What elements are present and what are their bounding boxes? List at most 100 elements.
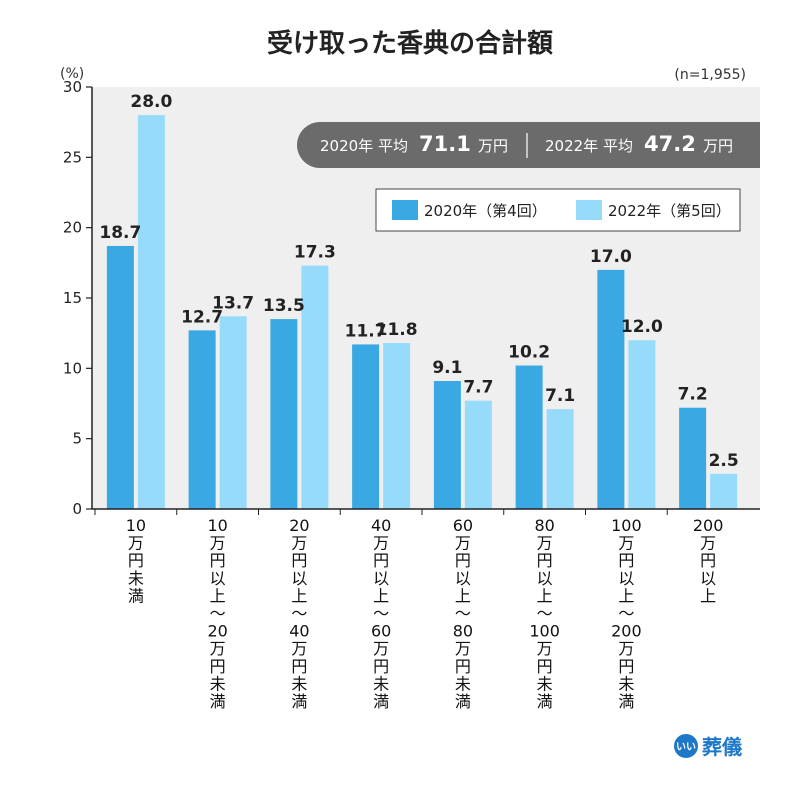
average-2020-value: 71.1	[419, 132, 471, 156]
category-label-part: 以	[618, 569, 634, 588]
y-tick-label: 25	[63, 148, 82, 166]
data-label: 28.0	[130, 92, 172, 112]
y-tick-label: 20	[63, 219, 82, 237]
category-label-part: 以	[373, 569, 389, 588]
category-label-part: 〜	[373, 604, 389, 623]
category-label-part: 未	[291, 674, 307, 693]
category-label-part: 万	[455, 534, 471, 553]
category-label-part: 200	[693, 516, 724, 535]
average-2022-label: 2022年 平均	[545, 137, 633, 155]
category-label-part: 上	[291, 586, 307, 605]
average-banner-shape	[297, 122, 760, 168]
brand-circle-text: いい	[676, 742, 696, 753]
data-label: 11.7	[345, 321, 387, 341]
bar-2020	[515, 365, 543, 509]
data-labels-layer: 18.7 28.0 12.713.7 13.5 17.3 11.711.8 9.17.7 10…	[99, 92, 738, 471]
category-label-part: 円	[373, 657, 389, 676]
category-label-part: 上	[210, 586, 226, 605]
category-label-part: 万	[210, 534, 226, 553]
y-tick-label: 15	[63, 289, 82, 307]
average-2022-unit: 万円	[703, 137, 733, 155]
category-label-part: 上	[455, 586, 471, 605]
category-label-part: 10	[126, 516, 146, 535]
y-tick-label: 5	[72, 430, 82, 448]
legend-box	[375, 188, 741, 232]
category-label-part: 20	[207, 622, 227, 641]
y-tick-label: 0	[72, 500, 82, 518]
bar-2022	[628, 340, 656, 509]
category-label-part: 万	[700, 534, 716, 553]
category-label-part: 上	[618, 586, 634, 605]
category-label-part: 100	[529, 622, 560, 641]
category-label-part: 円	[291, 657, 307, 676]
category-label-part: 円	[210, 551, 226, 570]
category-label-part: 以	[455, 569, 471, 588]
category-labels-layer: 10万円未満10万円以上〜20万円未満20万円以上〜40万円未満40万円以上〜6…	[126, 516, 724, 711]
category-label-part: 満	[291, 692, 307, 711]
data-label: 17.3	[294, 243, 336, 263]
category-label-part: 以	[537, 569, 553, 588]
data-label: 11.8	[376, 320, 418, 340]
category-label-part: 万	[210, 639, 226, 658]
category-label-part: 円	[537, 657, 553, 676]
bar-2020	[106, 245, 134, 509]
category-label-part: 20	[289, 516, 309, 535]
category-label-part: 未	[210, 674, 226, 693]
bar-2020	[188, 330, 216, 509]
category-label-part: 満	[537, 692, 553, 711]
category-label-part: 未	[455, 674, 471, 693]
category-label-part: 満	[210, 692, 226, 711]
data-label: 13.7	[212, 293, 254, 313]
category-label-part: 満	[618, 692, 634, 711]
average-2020-label: 2020年 平均	[320, 137, 408, 155]
legend-swatch-2020	[392, 200, 418, 220]
bar-2022	[137, 115, 165, 509]
y-tick-label: 30	[63, 78, 82, 96]
category-label-part: 満	[128, 586, 144, 605]
category-label-part: 満	[455, 692, 471, 711]
category-label-part: 円	[128, 551, 144, 570]
category-label-part: 万	[455, 639, 471, 658]
bar-2022	[546, 409, 574, 509]
category-label-part: 〜	[291, 604, 307, 623]
data-label: 7.1	[545, 386, 575, 406]
category-label-part: 40	[371, 516, 391, 535]
average-2022-value: 47.2	[644, 132, 696, 156]
data-label: 7.7	[463, 378, 493, 398]
data-label: 18.7	[99, 223, 141, 243]
data-label: 2.5	[709, 451, 739, 471]
y-axis-unit: (%)	[60, 66, 84, 82]
category-label-part: 〜	[455, 604, 471, 623]
bars-layer	[106, 115, 738, 509]
category-label-part: 上	[700, 586, 716, 605]
category-label-part: 円	[618, 551, 634, 570]
bar-2022	[464, 400, 492, 509]
bar-2020	[597, 269, 625, 509]
data-label: 9.1	[432, 358, 462, 378]
category-label-part: 40	[289, 622, 309, 641]
category-label-part: 万	[618, 639, 634, 658]
category-label-part: 万	[618, 534, 634, 553]
bar-2020	[270, 319, 298, 509]
category-label-part: 未	[373, 674, 389, 693]
data-label: 12.7	[181, 307, 223, 327]
category-label-part: 満	[373, 692, 389, 711]
category-label-part: 以	[210, 569, 226, 588]
category-label-part: 10	[207, 516, 227, 535]
data-label: 12.0	[621, 317, 663, 337]
brand-logo: いい 葬儀	[674, 734, 742, 759]
data-label: 17.0	[590, 247, 632, 267]
legend-label-2020: 2020年（第4回）	[424, 202, 547, 220]
category-label-part: 200	[611, 622, 642, 641]
category-label-part: 円	[291, 551, 307, 570]
sample-size-note: (n=1,955)	[674, 67, 746, 83]
brand-name: 葬儀	[702, 735, 742, 759]
category-label-part: 上	[537, 586, 553, 605]
category-label-part: 円	[700, 551, 716, 570]
